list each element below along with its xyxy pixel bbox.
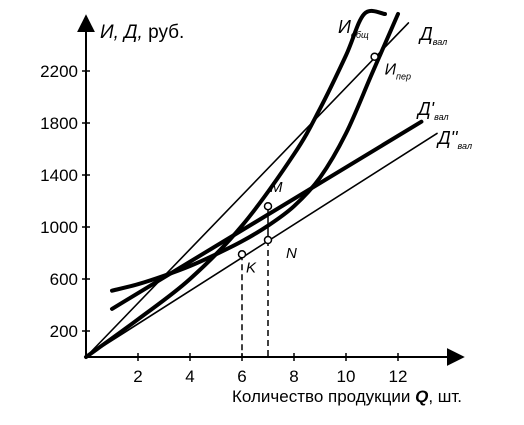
series-label: Иобщ: [338, 17, 369, 40]
x-tick-label: 12: [389, 367, 408, 386]
y-tick-label: 200: [50, 322, 78, 341]
y-tick-label: 2200: [40, 62, 78, 81]
x-tick-label: 4: [185, 367, 194, 386]
y-tick-label: 1800: [40, 114, 78, 133]
point-marker: [263, 235, 273, 245]
x-tick-label: 2: [133, 367, 142, 386]
y-axis-label: И, Д, руб.: [100, 22, 184, 43]
series-line-4: [85, 132, 438, 358]
point-label: K: [246, 259, 257, 276]
points-layer: M N K Ипер: [237, 52, 411, 276]
ticks: 2 4 6 8 10 12 200 600 1000 1400 1800 2200: [40, 62, 407, 386]
x-axis-label-var: Q: [415, 387, 428, 406]
series-label: Д''вал: [436, 128, 472, 151]
guide-lines: [241, 206, 269, 357]
series-layer: [84, 8, 438, 359]
point-marker: [370, 52, 379, 61]
axes: [77, 14, 465, 366]
series-line-2: [85, 22, 410, 358]
point-marker: [263, 201, 273, 211]
series-line-3: [110, 119, 424, 311]
point-label: Ипер: [385, 62, 411, 82]
y-tick-label: 1400: [40, 166, 78, 185]
y-axis-label-main: И, Д,: [100, 22, 143, 43]
x-axis-label-unit: , шт.: [428, 387, 462, 406]
x-tick-label: 8: [289, 367, 298, 386]
series-label: Двал: [418, 24, 447, 47]
series-label: Д'вал: [416, 99, 449, 122]
point-label: M: [270, 179, 283, 196]
y-axis-label-unit: руб.: [143, 22, 185, 43]
x-tick-label: 10: [337, 367, 356, 386]
point-marker: [237, 250, 247, 259]
y-tick-label: 600: [50, 270, 78, 289]
x-axis-label-main: Количество продукции: [232, 387, 415, 406]
y-tick-label: 1000: [40, 218, 78, 237]
point-label: N: [286, 245, 297, 262]
series-line-5: [84, 8, 387, 359]
x-axis-label: Количество продукции Q, шт.: [232, 387, 462, 406]
series-labels: Иобщ Двал Д'вал Д''вал: [338, 17, 472, 151]
x-tick-label: 6: [237, 367, 246, 386]
